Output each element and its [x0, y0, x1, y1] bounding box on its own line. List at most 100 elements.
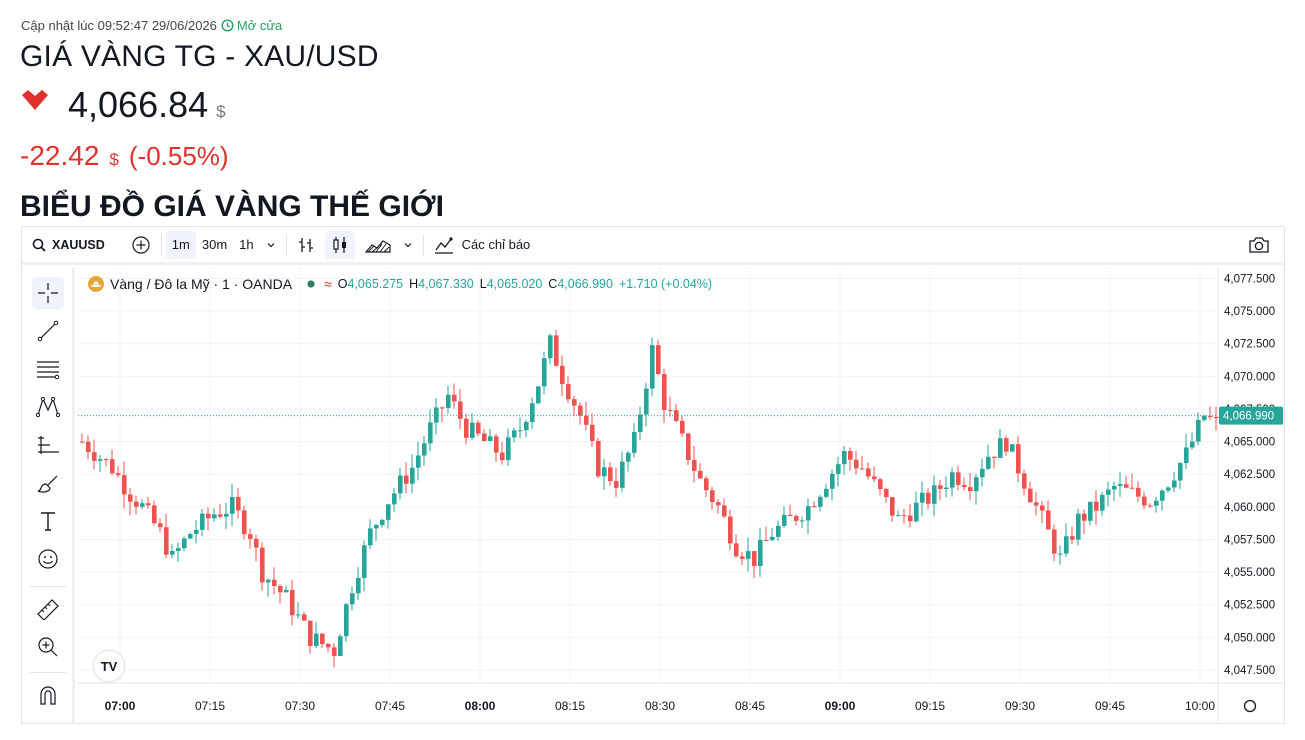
- change-percent: (-0.55%): [128, 141, 229, 171]
- text-tool[interactable]: [32, 505, 64, 537]
- candle-body: [1016, 444, 1021, 474]
- symbol-label: XAUUSD: [52, 237, 105, 252]
- candle-body: [872, 476, 877, 480]
- candle-body: [110, 459, 115, 474]
- indicators-button[interactable]: Các chỉ báo: [428, 231, 537, 259]
- trend-line-tool[interactable]: [32, 315, 64, 347]
- candle-body: [1046, 510, 1051, 530]
- y-tick-label: 4,057.500: [1224, 534, 1275, 546]
- clock-icon: [221, 19, 234, 32]
- candle-body: [968, 487, 973, 492]
- magnet-tool[interactable]: [32, 679, 64, 711]
- candle-body: [158, 523, 163, 528]
- indicators-icon: [434, 236, 453, 254]
- candle-style-button[interactable]: [324, 230, 355, 259]
- candle-body: [1010, 444, 1015, 452]
- tool-divider: [30, 586, 66, 587]
- candle-body: [890, 497, 895, 516]
- magnet-icon: [40, 686, 56, 705]
- price-unit: $: [216, 102, 226, 121]
- candle-body: [1202, 415, 1207, 420]
- y-tick-label: 4,065.000: [1224, 437, 1275, 449]
- symbol-search[interactable]: XAUUSD: [22, 231, 111, 259]
- screenshot-button[interactable]: [1242, 231, 1276, 259]
- candle-body: [920, 492, 925, 503]
- interval-30m[interactable]: 30m: [201, 237, 228, 252]
- candle-body: [998, 438, 1003, 458]
- candle-body: [722, 505, 727, 517]
- candle-body: [656, 345, 661, 375]
- candle-body: [1160, 490, 1165, 501]
- candle-body: [638, 414, 643, 432]
- text-icon: [41, 512, 55, 531]
- candle-body: [614, 481, 619, 488]
- y-tick-label: 4,070.000: [1224, 371, 1275, 383]
- area-style-button[interactable]: [359, 231, 397, 259]
- candle-body: [752, 551, 757, 566]
- interval-dropdown[interactable]: [260, 231, 282, 259]
- candle-body: [590, 424, 595, 441]
- tool-divider: [30, 672, 66, 673]
- interval-1h[interactable]: 1h: [239, 237, 254, 252]
- forecast-tool[interactable]: [32, 429, 64, 461]
- pattern-tool[interactable]: [32, 391, 64, 423]
- candle-body: [296, 614, 301, 616]
- candle-body: [1100, 494, 1105, 511]
- candle-body: [224, 513, 229, 517]
- candle-body: [1154, 500, 1159, 506]
- candle-body: [1142, 496, 1147, 506]
- y-tick-label: 4,055.000: [1224, 567, 1275, 579]
- fib-tool[interactable]: [32, 353, 64, 385]
- candles-icon: [333, 236, 346, 253]
- brush-tool[interactable]: [32, 467, 64, 499]
- candle-body: [344, 604, 349, 637]
- candle-body: [164, 527, 169, 555]
- zoom-tool[interactable]: [32, 631, 64, 663]
- emoji-tool[interactable]: [32, 543, 64, 575]
- price-change: -22.42: [20, 140, 100, 171]
- candle-body: [392, 493, 397, 505]
- x-tick-label: 07:30: [285, 699, 315, 713]
- candle-body: [170, 551, 175, 555]
- measure-tool[interactable]: [32, 593, 64, 625]
- y-tick-label: 4,077.500: [1224, 273, 1275, 285]
- candle-body: [962, 484, 967, 488]
- candle-body: [944, 487, 949, 490]
- heart-down-icon: [22, 90, 48, 110]
- last-price-badge: [1219, 406, 1283, 425]
- candle-body: [332, 647, 337, 657]
- compare-button[interactable]: [125, 231, 157, 259]
- y-tick-label: 4,075.000: [1224, 306, 1275, 318]
- candle-body: [956, 472, 961, 485]
- candle-body: [1004, 438, 1009, 452]
- area-chart-icon: [364, 239, 391, 253]
- candle-body: [380, 519, 385, 525]
- tradingview-logo[interactable]: TV: [94, 651, 124, 681]
- candle-body: [470, 422, 475, 438]
- candle-body: [320, 633, 325, 644]
- candle-body: [812, 506, 817, 508]
- candle-body: [1064, 536, 1069, 554]
- toolbar-divider: [285, 233, 287, 256]
- chart-type-dropdown[interactable]: [397, 231, 419, 259]
- candle-body: [212, 514, 217, 519]
- candle-body: [806, 506, 811, 521]
- updated-label: Cập nhật lúc 09:52:47 29/06/2026: [21, 18, 217, 33]
- pattern-icon: [36, 396, 60, 418]
- candle-body: [314, 633, 319, 647]
- candle-body: [698, 470, 703, 479]
- interval-1m[interactable]: 1m: [165, 230, 196, 259]
- candle-body: [398, 475, 403, 494]
- candle-body: [794, 516, 799, 521]
- x-tick-label: 07:15: [195, 699, 225, 713]
- candle-body: [770, 536, 775, 541]
- bar-style-button[interactable]: [291, 231, 321, 259]
- candle-body: [986, 456, 991, 469]
- candlestick-chart[interactable]: 4,077.500 4,075.000 4,072.500 4,070.000 4,06…: [78, 268, 1284, 723]
- candle-body: [800, 520, 805, 522]
- candle-body: [86, 441, 91, 453]
- crosshair-tool[interactable]: [32, 277, 64, 309]
- candle-body: [602, 467, 607, 477]
- zoom-in-icon: [38, 637, 58, 657]
- candle-body: [326, 643, 331, 648]
